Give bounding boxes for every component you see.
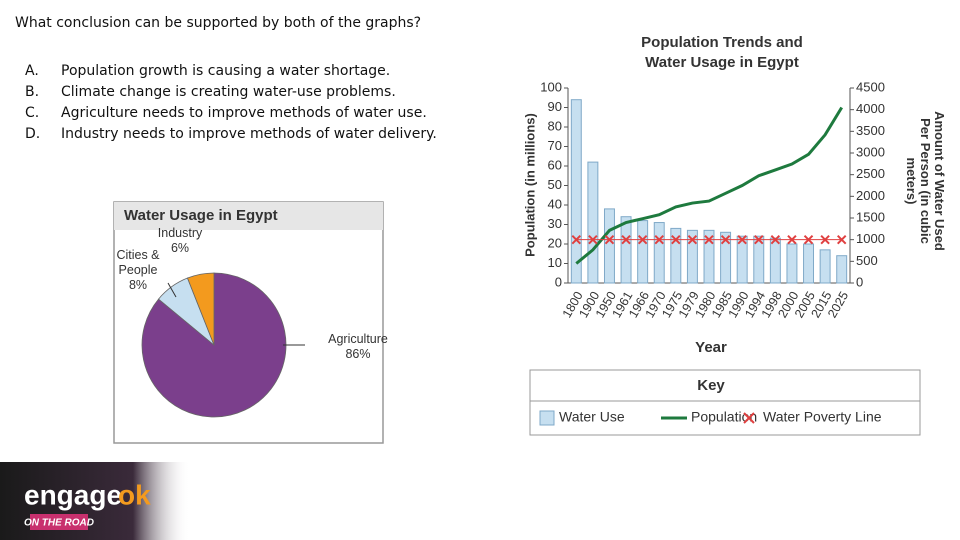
x-axis-title: Year (695, 339, 727, 356)
bar (703, 229, 715, 284)
bar (753, 235, 765, 284)
slice-value-label: 6% (170, 241, 190, 255)
y2-tick-label: 2500 (856, 166, 885, 181)
y-tick-label: 80 (548, 118, 562, 133)
pie-title: Water Usage in Egypt (124, 207, 278, 224)
y-tick-label: 90 (548, 99, 562, 114)
pie-slice (141, 272, 287, 418)
slice-label: Cities & People (116, 248, 160, 277)
legend-swatch (539, 410, 555, 426)
poverty-marker (687, 234, 698, 245)
poverty-marker (836, 234, 847, 245)
option-letter: A. (25, 63, 39, 79)
logo-accent: ok (118, 479, 151, 510)
slice-value-label: 8% (128, 278, 148, 292)
y2-tick-label: 3000 (856, 144, 885, 159)
option-text: Climate change is creating water-use pro… (61, 84, 396, 100)
option-text: Population growth is causing a water sho… (61, 63, 391, 79)
bar (819, 249, 831, 284)
poverty-marker (571, 234, 582, 245)
y-tick-label: 60 (548, 157, 562, 172)
bar (836, 255, 848, 284)
bar (786, 243, 798, 284)
logo-word: engage (24, 479, 122, 510)
y2-tick-label: 3500 (856, 123, 885, 138)
y2-tick-label: 1000 (856, 231, 885, 246)
bar (769, 237, 781, 284)
y2-tick-label: 2000 (856, 188, 885, 203)
poverty-marker (737, 234, 747, 245)
legend-label: Population (691, 409, 757, 425)
poverty-marker (770, 234, 781, 245)
y-tick-label: 40 (548, 196, 562, 211)
slice-label: Industry (157, 226, 203, 240)
y-tick-label: 100 (540, 79, 562, 94)
question: What conclusion can be supported by both… (15, 15, 422, 31)
bar (637, 220, 649, 284)
poverty-marker (704, 234, 714, 245)
y-tick-label: 10 (548, 255, 562, 270)
pie-slice (186, 272, 215, 346)
poverty-marker (787, 234, 797, 245)
logo-tagline: ON THE ROAD (24, 518, 94, 529)
legend-box (529, 369, 921, 436)
bar (686, 229, 698, 284)
option-letter: B. (25, 84, 40, 100)
legend-title: Key (697, 377, 725, 394)
poverty-marker (671, 234, 681, 245)
bar (736, 235, 748, 284)
y-tick-label: 0 (555, 274, 562, 289)
legend-swatch (743, 412, 755, 424)
y-tick-label: 30 (548, 216, 562, 231)
y2-axis-title: Amount of Water Used Per Person (in cubi… (904, 111, 947, 251)
bar (570, 99, 582, 284)
logo-tag-bg (30, 514, 88, 530)
y2-tick-label: 0 (856, 274, 863, 289)
poverty-marker (604, 234, 615, 245)
population-line (575, 106, 843, 265)
slice-value-label: 86% (345, 347, 371, 361)
poverty-marker (820, 234, 830, 245)
bar (803, 243, 815, 284)
option-text: Industry needs to improve methods of wat… (61, 126, 437, 142)
poverty-marker (803, 234, 814, 245)
y2-tick-label: 1500 (856, 209, 885, 224)
bar (587, 161, 599, 284)
legend-label: Water Poverty Line (763, 409, 882, 425)
y-axis-title: Population (in millions) (522, 113, 537, 257)
bar (620, 216, 632, 284)
y2-tick-label: 4000 (856, 101, 885, 116)
chart-title: Population Trends and Water Usage in Egy… (641, 34, 803, 71)
option-letter: C. (25, 105, 40, 121)
bar (720, 231, 732, 284)
y-tick-label: 50 (548, 177, 562, 192)
bar (653, 222, 665, 284)
pie-title-band (114, 202, 383, 230)
poverty-marker (621, 234, 631, 245)
poverty-marker (720, 234, 731, 245)
option-letter: D. (25, 126, 41, 142)
poverty-marker (754, 234, 764, 245)
poverty-marker (637, 234, 648, 245)
y-tick-label: 70 (548, 138, 562, 153)
slice-label: Agriculture (328, 332, 388, 346)
option-text: Agriculture needs to improve methods of … (61, 105, 427, 121)
leader (167, 282, 177, 298)
y-tick-label: 20 (548, 235, 562, 250)
bar (603, 208, 615, 284)
legend-label: Water Use (559, 409, 625, 425)
poverty-marker (654, 234, 664, 245)
y2-tick-label: 500 (856, 253, 878, 268)
y2-tick-label: 4500 (856, 79, 885, 94)
poverty-marker (588, 234, 598, 245)
bar (670, 227, 682, 284)
